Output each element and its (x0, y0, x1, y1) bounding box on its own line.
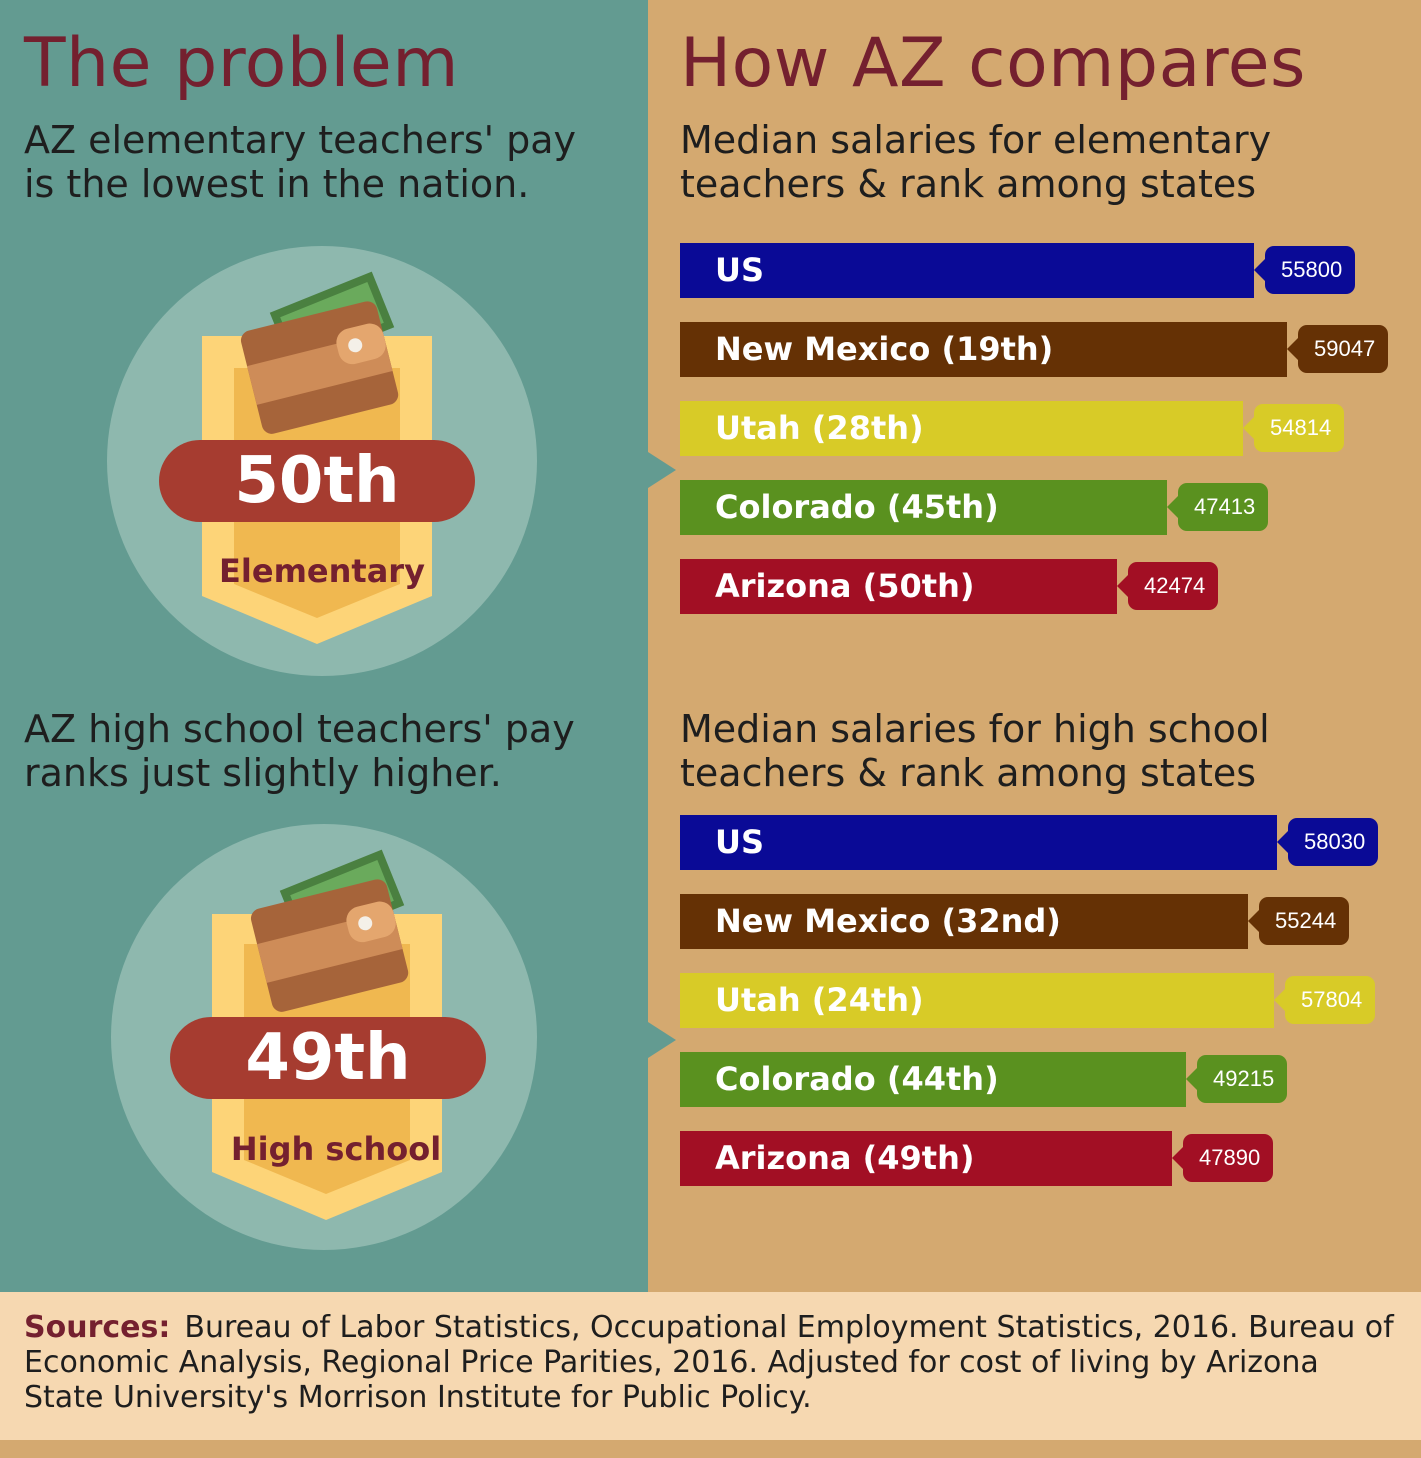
elementary-bar-label: Colorado (45th) (715, 488, 999, 526)
elementary-bar-label: New Mexico (19th) (715, 330, 1054, 368)
high-school-bar-label: Utah (24th) (715, 981, 924, 1019)
sources-body: Bureau of Labor Statistics, Occupational… (24, 1310, 1394, 1415)
elementary-value-label: 59047 (1286, 325, 1389, 373)
sources-label: Sources: (24, 1310, 171, 1345)
elementary-bar: US (680, 243, 1254, 298)
pointer-arrow (648, 1022, 676, 1058)
right-title: How AZ compares (680, 24, 1306, 103)
high-school-chart-subtitle: Median salaries for high school teachers… (680, 707, 1270, 795)
high-school-label: High school (230, 1130, 442, 1168)
high-school-bar-label: Colorado (44th) (715, 1060, 999, 1098)
elementary-bar-label: US (715, 251, 765, 289)
high-school-bar: Arizona (49th) (680, 1131, 1172, 1186)
elementary-bar: New Mexico (19th) (680, 322, 1287, 377)
elementary-value-label: 55800 (1253, 246, 1356, 294)
elementary-value-label: 47413 (1166, 483, 1269, 531)
elementary-bar: Arizona (50th) (680, 559, 1117, 614)
sources-footer: Sources: Bureau of Labor Statistics, Occu… (0, 1292, 1421, 1440)
left-title: The problem (24, 24, 459, 103)
high-school-bar: US (680, 815, 1277, 870)
high-school-salary-chart: US 58030 New Mexico (32nd) 55244 Utah (24th)… (680, 815, 1400, 1187)
elementary-bar-label: Utah (28th) (715, 409, 924, 447)
high-school-bar: Utah (24th) (680, 973, 1274, 1028)
elementary-chart-subtitle: Median salaries for elementary teachers … (680, 118, 1272, 206)
high-school-value-label: 58030 (1276, 818, 1379, 866)
high-school-badge: 49th High school (94, 824, 554, 1254)
elementary-badge: 50th Elementary (92, 246, 552, 676)
elementary-label: Elementary (219, 552, 425, 590)
high-school-value-label: 49215 (1185, 1055, 1288, 1103)
high-school-bar: Colorado (44th) (680, 1052, 1186, 1107)
pointer-arrow (648, 452, 676, 488)
elementary-bar: Colorado (45th) (680, 480, 1167, 535)
high-school-value-label: 47890 (1171, 1134, 1274, 1182)
elementary-bar-label: Arizona (50th) (715, 567, 975, 605)
elementary-description: AZ elementary teachers' pay is the lowes… (24, 118, 577, 206)
high-school-rank: 49th (170, 1017, 486, 1099)
elementary-value-label: 54814 (1242, 404, 1345, 452)
elementary-salary-chart: US 55800 New Mexico (19th) 59047 Utah (28th)… (680, 243, 1400, 615)
elementary-value-label: 42474 (1116, 562, 1219, 610)
high-school-bar: New Mexico (32nd) (680, 894, 1248, 949)
high-school-description: AZ high school teachers' pay ranks just … (24, 707, 575, 795)
wallet-icon (250, 879, 409, 1012)
elementary-rank: 50th (159, 440, 475, 522)
high-school-bar-label: Arizona (49th) (715, 1139, 975, 1177)
high-school-value-label: 55244 (1247, 897, 1350, 945)
high-school-bar-label: US (715, 823, 765, 861)
wallet-icon (240, 301, 399, 434)
high-school-bar-label: New Mexico (32nd) (715, 902, 1061, 940)
high-school-value-label: 57804 (1273, 976, 1376, 1024)
elementary-bar: Utah (28th) (680, 401, 1243, 456)
sources-text: Sources: Bureau of Labor Statistics, Occu… (24, 1310, 1401, 1415)
